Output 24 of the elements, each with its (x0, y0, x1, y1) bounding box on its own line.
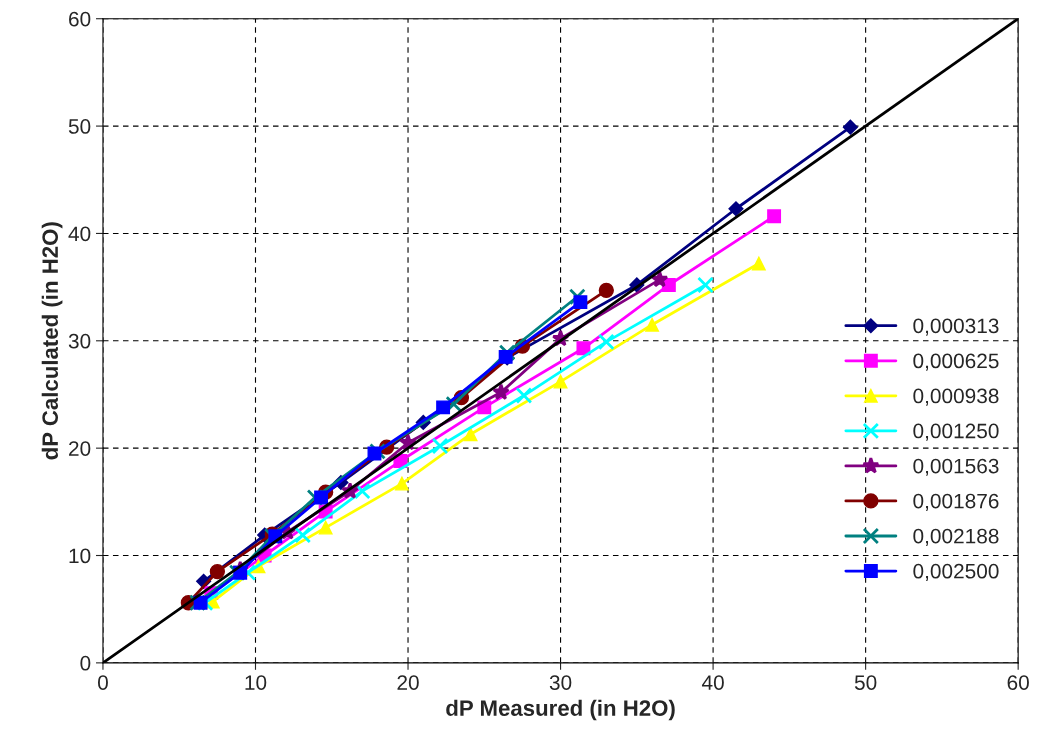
y-axis-title: dP Calculated (in H2O) (41, 222, 63, 460)
x-tick-label: 20 (397, 675, 419, 690)
y-tick-label: 20 (69, 441, 91, 456)
x-tick-label: 60 (1007, 675, 1029, 690)
legend-label: 0,002188 (913, 528, 999, 546)
legend-label: 0,001563 (913, 458, 999, 476)
x-axis-title: dP Measured (in H2O) (446, 699, 675, 721)
y-tick-label: 0 (80, 655, 91, 671)
x-tick-label: 0 (97, 675, 108, 690)
x-tick-label: 50 (854, 675, 877, 690)
y-tick-label: 40 (68, 226, 91, 242)
x-tick-label: 10 (245, 675, 267, 690)
y-tick-label: 30 (68, 333, 91, 349)
x-tick-label: 40 (701, 675, 724, 690)
legend-label: 0,000625 (913, 353, 999, 371)
legend-label: 0,000938 (913, 388, 999, 406)
legend-label: 0,002500 (913, 563, 999, 582)
legend-label: 0,001876 (913, 493, 999, 511)
y-tick-label: 60 (69, 11, 91, 27)
x-tick-label: 30 (549, 675, 572, 690)
y-tick-label: 10 (69, 548, 91, 564)
y-tick-label: 50 (68, 119, 91, 134)
legend-label: 0,000313 (913, 318, 999, 336)
legend-label: 0,001250 (913, 423, 999, 441)
